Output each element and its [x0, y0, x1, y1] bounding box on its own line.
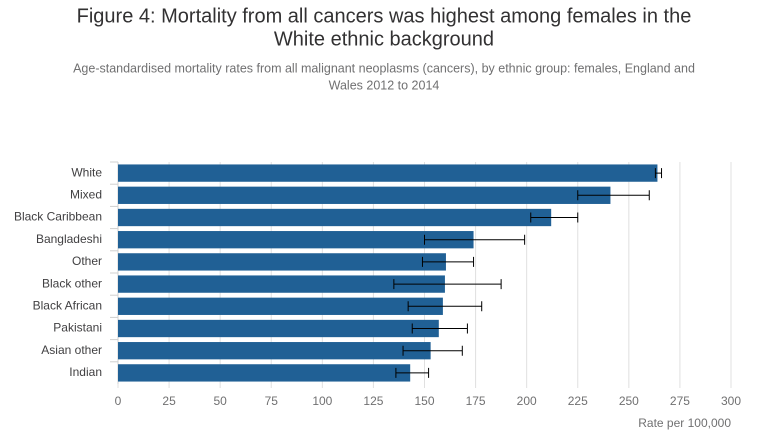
x-tick-label: 25 [162, 394, 176, 408]
y-tick-label: Black Caribbean [14, 210, 102, 224]
y-tick-label: Bangladeshi [36, 232, 102, 246]
error-bar [402, 345, 463, 356]
y-tick-label: Black other [42, 276, 102, 290]
chart-title: White ethnic background [274, 28, 494, 50]
y-tick-label: Indian [69, 365, 102, 379]
x-tick-label: 300 [721, 394, 741, 408]
chart-title: Figure 4: Mortality from all cancers was… [77, 5, 692, 27]
x-tick-label: 75 [265, 394, 279, 408]
error-bar [654, 168, 663, 179]
bar [118, 186, 611, 204]
error-bar [407, 301, 483, 312]
x-tick-label: 125 [363, 394, 383, 408]
bar [118, 253, 446, 271]
bar [118, 364, 411, 382]
bar [118, 342, 431, 360]
bar [118, 231, 474, 249]
bar [118, 319, 439, 338]
x-tick-label: 150 [414, 394, 434, 408]
y-tick-label: Black African [33, 298, 102, 312]
error-bar [411, 323, 468, 334]
x-tick-label: 275 [670, 394, 690, 408]
chart-subtitle: Wales 2012 to 2014 [329, 78, 440, 92]
bar [118, 275, 445, 293]
x-tick-label: 50 [213, 394, 227, 408]
y-tick-label: White [71, 165, 102, 179]
x-tick-label: 250 [619, 394, 639, 408]
y-tick-label: Other [72, 254, 102, 268]
bar [118, 164, 658, 182]
error-bar [393, 279, 502, 290]
error-bar [424, 234, 526, 245]
x-tick-label: 225 [568, 394, 588, 408]
x-tick-label: 200 [517, 394, 537, 408]
error-bar [530, 212, 579, 223]
error-bar [395, 367, 430, 378]
x-tick-label: 0 [115, 394, 122, 408]
error-bar [577, 190, 650, 201]
chart-subtitle: Age-standardised mortality rates from al… [73, 61, 695, 75]
x-tick-label: 100 [312, 394, 332, 408]
y-tick-label: Asian other [41, 343, 102, 357]
bar [118, 208, 552, 227]
y-tick-label: Mixed [70, 187, 102, 201]
error-bar [421, 256, 475, 267]
bar [118, 297, 443, 315]
y-tick-label: Pakistani [53, 321, 102, 335]
x-tick-label: 175 [466, 394, 486, 408]
x-axis-label: Rate per 100,000 [638, 416, 731, 430]
